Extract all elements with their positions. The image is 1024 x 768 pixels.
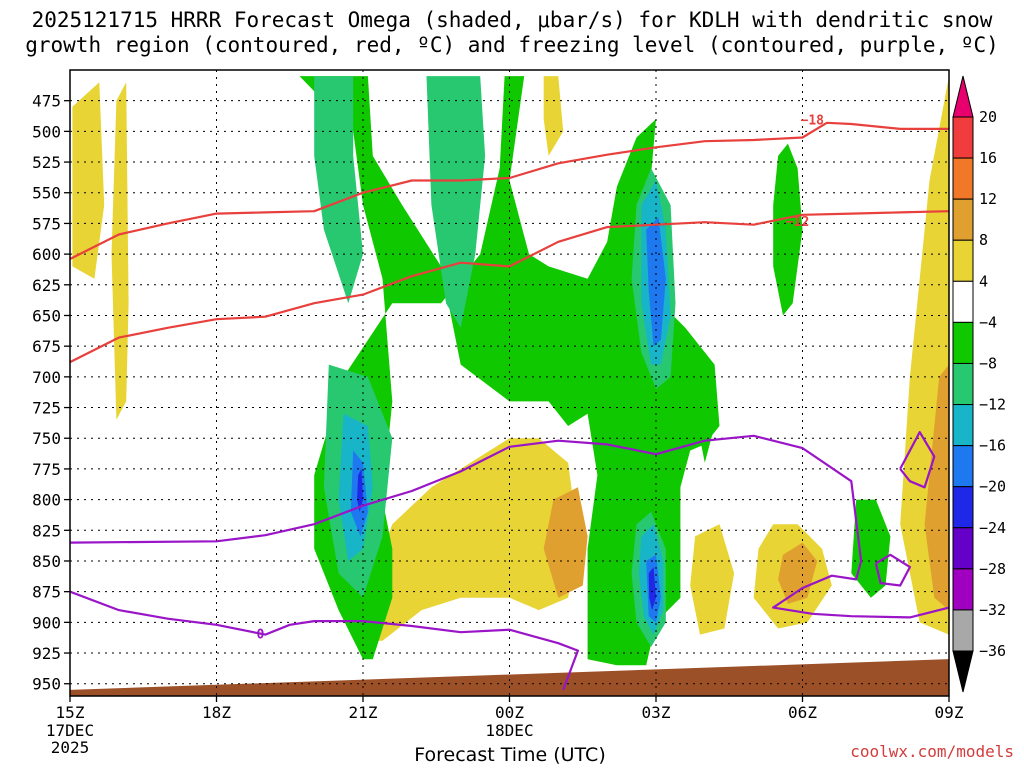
terrain — [70, 659, 949, 696]
colorbar-top-arrow — [952, 75, 974, 118]
y-tick-label: 825 — [32, 521, 61, 540]
colorbar-tick-label: −8 — [979, 354, 997, 372]
x-tick-sublabel: 2025 — [51, 738, 90, 757]
dgz-contour-label: −12 — [786, 215, 809, 230]
omega-region-y4 — [111, 82, 129, 420]
omega-region-g8 — [426, 76, 486, 328]
y-tick-label: 475 — [32, 92, 61, 111]
y-tick-label: 850 — [32, 552, 61, 571]
omega-region-g8 — [314, 76, 363, 304]
omega-region-y4 — [363, 438, 578, 641]
chart-title: 2025121715 HRRR Forecast Omega (shaded, … — [0, 8, 1024, 58]
omega-region-o8 — [778, 542, 818, 604]
y-tick-label: 875 — [32, 583, 61, 602]
colorbar-tick-label: −24 — [979, 519, 1006, 537]
omega-region-g4 — [851, 499, 891, 598]
colorbar-swatch — [952, 362, 974, 406]
colorbar-tick-label: −32 — [979, 601, 1006, 619]
contours: −18 −12 0 — [70, 113, 949, 691]
y-tick-label: 550 — [32, 184, 61, 203]
freezing-level-contour-label: 0 — [257, 628, 265, 643]
y-tick-label: 625 — [32, 276, 61, 295]
y-tick-label: 775 — [32, 460, 61, 479]
x-tick-label: 21Z — [349, 703, 378, 722]
colorbar-swatch — [952, 321, 974, 364]
terrain-fill — [70, 659, 949, 696]
y-tick-label: 650 — [32, 306, 61, 325]
colorbar-tick-label: 20 — [979, 108, 997, 126]
colorbar-swatch — [952, 198, 974, 241]
omega-region-y4 — [543, 76, 564, 156]
colorbar-tick-label: −4 — [979, 313, 997, 331]
y-tick-label: 950 — [32, 675, 61, 694]
omega-region-y4 — [72, 82, 105, 279]
omega-region-d20 — [648, 567, 656, 611]
freezing-level-contour — [899, 431, 936, 489]
colorbar-swatch — [952, 239, 974, 282]
x-tick-label: 09Z — [935, 703, 964, 722]
freezing-level-contour — [70, 434, 949, 619]
colorbar-bottom-arrow — [952, 650, 974, 693]
colorbar-tick-label: −28 — [979, 560, 1006, 578]
dgz-contour-label: −18 — [801, 113, 825, 128]
x-tick-sublabel: 17DEC — [46, 721, 94, 740]
x-tick-label: 00Z — [495, 703, 524, 722]
y-tick-label: 800 — [32, 491, 61, 510]
x-axis-label: Forecast Time (UTC) — [414, 744, 606, 766]
omega-region-g4 — [695, 389, 715, 463]
y-tick-label: 725 — [32, 399, 61, 418]
y-tick-label: 575 — [32, 214, 61, 233]
colorbar-swatch — [952, 527, 974, 570]
colorbar-tick-label: −12 — [979, 396, 1006, 414]
colorbar-tick-label: 12 — [979, 190, 997, 208]
y-tick-label: 500 — [32, 122, 61, 141]
colorbar-swatch — [952, 280, 974, 323]
chart-title-line-1: 2025121715 HRRR Forecast Omega (shaded, … — [31, 8, 993, 32]
colorbar-swatch — [952, 486, 974, 529]
omega-region-o8 — [924, 364, 949, 611]
y-tick-label: 525 — [32, 153, 61, 172]
colorbar-swatch — [952, 116, 974, 159]
colorbar-swatch — [952, 568, 974, 611]
colorbar-tick-label: 8 — [979, 231, 988, 249]
y-tick-label: 900 — [32, 613, 61, 632]
colorbar: 20 16 12 8 4 −4 −8 −12 −16 −20 −24 −28 −32 −36 — [952, 75, 1006, 693]
x-tick-label: 06Z — [788, 703, 817, 722]
y-tick-label: 600 — [32, 245, 61, 264]
omega-region-o8 — [543, 487, 588, 598]
omega-region-y4 — [690, 524, 735, 635]
colorbar-swatch — [952, 445, 974, 488]
y-tick-label: 700 — [32, 368, 61, 387]
dgz-contour — [70, 121, 949, 260]
freezing-level-contour — [70, 590, 579, 691]
credit-text: coolwx.com/models — [850, 742, 1014, 761]
colorbar-swatch — [952, 157, 974, 200]
x-tick-label: 15Z — [56, 703, 85, 722]
omega-region-g4 — [299, 76, 720, 666]
colorbar-swatch — [952, 404, 974, 447]
x-tick-sublabel: 18DEC — [485, 721, 533, 740]
y-tick-label: 925 — [32, 644, 61, 663]
omega-shading — [72, 76, 949, 666]
colorbar-tick-label: 4 — [979, 272, 988, 290]
dgz-contour — [70, 210, 949, 364]
y-tick-label: 675 — [32, 337, 61, 356]
y-tick-label: 750 — [32, 429, 61, 448]
x-tick-label: 18Z — [202, 703, 231, 722]
omega-region-d20 — [357, 468, 363, 512]
colorbar-swatch — [952, 609, 974, 652]
freezing-level-contour — [874, 553, 911, 587]
colorbar-tick-label: −16 — [979, 437, 1006, 455]
colorbar-tick-label: −36 — [979, 642, 1006, 660]
omega-region-g4 — [773, 143, 803, 316]
y-axis: 475 500 525 550 575 600 625 650 675 700 725 750 775 8… — [32, 92, 70, 694]
chart-title-line-2: growth region (contoured, red, ºC) and f… — [25, 33, 999, 57]
x-tick-label: 03Z — [642, 703, 671, 722]
colorbar-tick-label: −20 — [979, 478, 1006, 496]
colorbar-tick-label: 16 — [979, 149, 997, 167]
